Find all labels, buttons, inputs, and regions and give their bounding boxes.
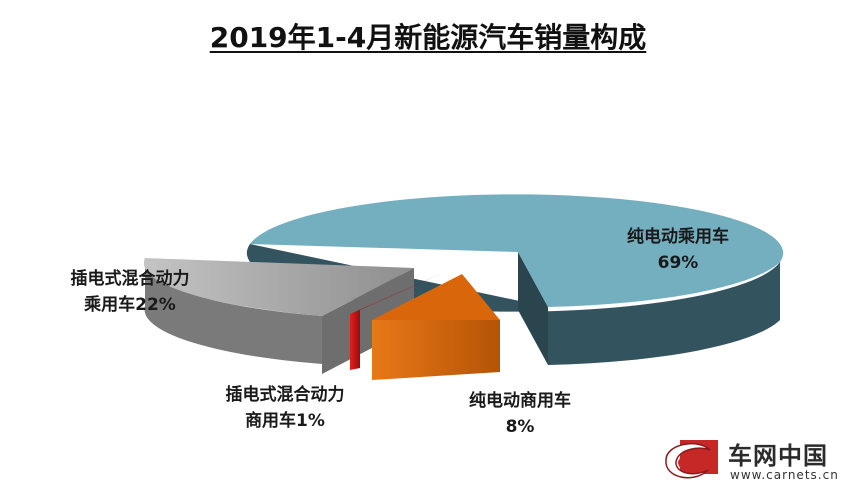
carnets-logo-icon	[665, 440, 718, 479]
slice-side-phev-passenger	[144, 258, 322, 364]
watermark-logo: 车网中国 www.carnets.cn	[658, 432, 848, 488]
slice-phev-passenger	[143, 258, 415, 316]
slice-phev-commercial	[350, 272, 445, 314]
slice-side-bev-commercial	[372, 320, 500, 380]
slice-bev-passenger	[250, 194, 784, 307]
logo-name: 车网中国	[728, 442, 828, 470]
chart-title: 2019年1-4月新能源汽车销量构成	[209, 21, 647, 54]
slice-inner-bev-passenger	[518, 252, 548, 365]
slice-side-phev-commercial	[350, 310, 360, 370]
slice-label-phev-passenger: 插电式混合动力 乘用车22%	[70, 269, 190, 315]
slice-label-bev-commercial: 纯电动商用车 8%	[469, 391, 571, 437]
slice-bev-commercial	[372, 274, 500, 320]
slice-label-phev-commercial: 插电式混合动力 商用车1%	[225, 385, 345, 431]
slice-label-bev-passenger: 纯电动乘用车 69%	[627, 227, 729, 273]
slice-front-phev-passenger	[322, 268, 414, 374]
logo-url: www.carnets.cn	[730, 468, 839, 482]
